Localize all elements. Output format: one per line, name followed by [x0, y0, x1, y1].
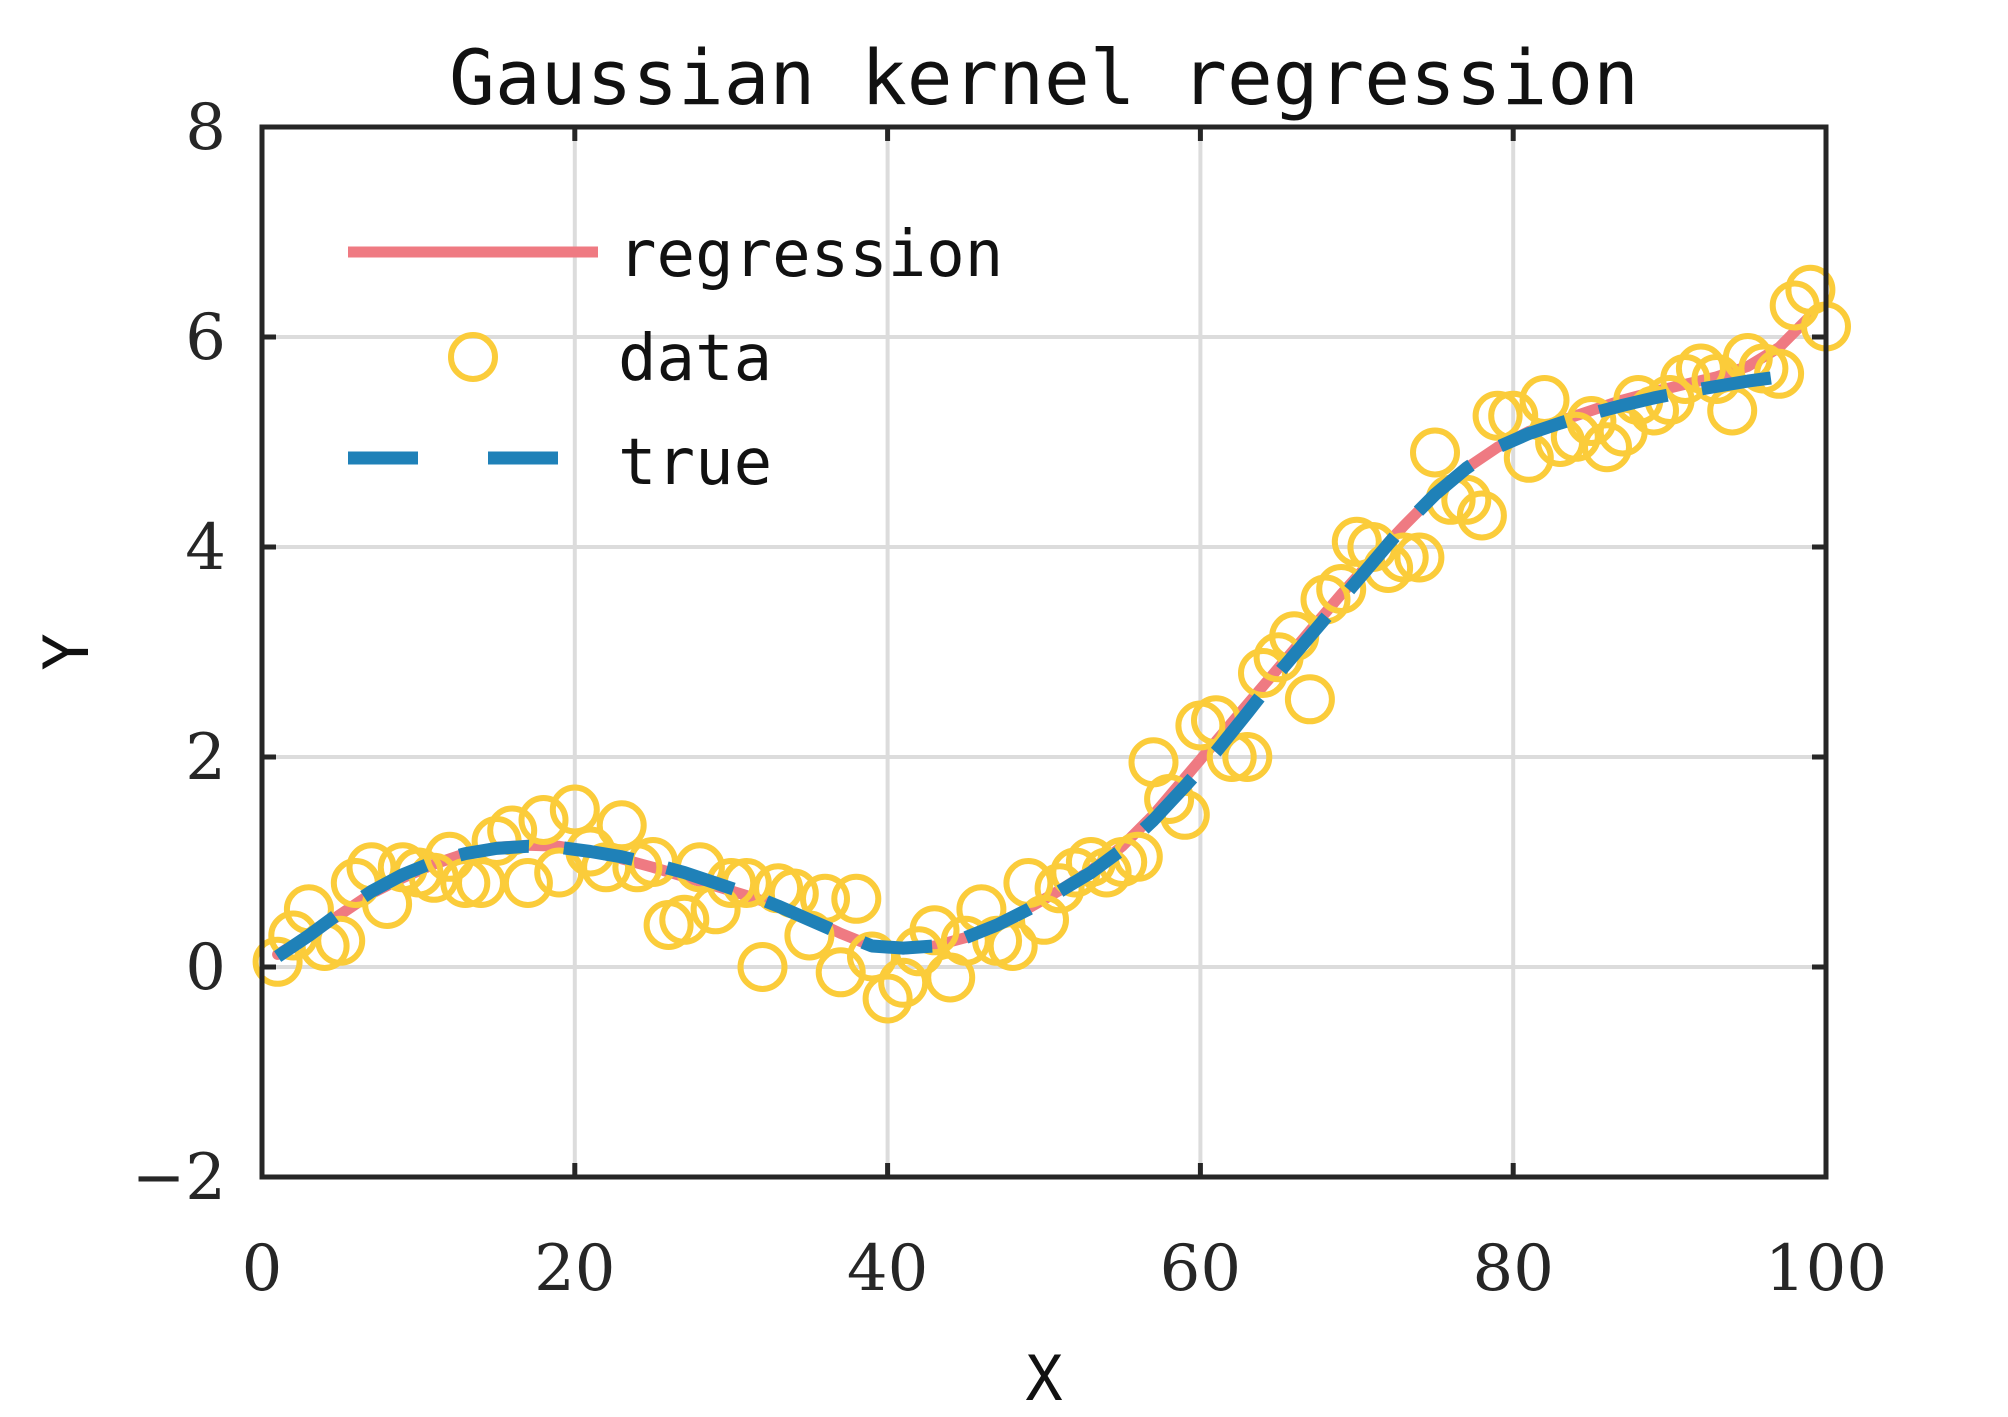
data-point [440, 858, 491, 908]
data-point [1472, 390, 1523, 441]
x-tick-label: 20 [534, 1232, 615, 1306]
legend-true-label: true [618, 426, 772, 500]
data-point [1284, 674, 1335, 725]
plot-frame [259, 124, 1829, 1180]
y-tick-label: 2 [185, 721, 226, 795]
data-point [252, 936, 303, 987]
ticks [262, 127, 1826, 1177]
plot-area [252, 124, 1851, 1180]
data-point [1316, 564, 1367, 614]
y-tick-label: 8 [185, 91, 226, 165]
data-point [549, 784, 600, 835]
data-point [1456, 490, 1507, 541]
x-tick-label: 100 [1765, 1232, 1887, 1306]
y-tick-label: 0 [185, 931, 226, 1005]
y-tick-label: 4 [185, 511, 226, 585]
plot-background [262, 127, 1826, 1177]
data-point [1582, 422, 1632, 473]
data-point [1441, 474, 1492, 525]
data-point [1034, 863, 1085, 914]
x-axis-label: X [1025, 1342, 1062, 1415]
data-point [659, 894, 710, 945]
data-point [1394, 532, 1445, 583]
data-point [1550, 411, 1601, 462]
data-point [737, 942, 788, 992]
series-layer [252, 264, 1851, 1024]
legend-regression-label: regression [618, 218, 1003, 292]
data-point [1566, 396, 1617, 446]
data-point [909, 905, 960, 956]
data-point [596, 800, 647, 851]
legend-data-swatch [448, 332, 498, 382]
x-tick-label: 0 [242, 1232, 283, 1306]
data-point [1410, 427, 1460, 478]
data-point [1222, 732, 1273, 782]
true-line [273, 370, 1780, 962]
data-point [831, 873, 882, 924]
data-point [581, 842, 632, 893]
data-point [1019, 894, 1069, 945]
data-point [518, 795, 569, 845]
legend-data-label: data [618, 322, 772, 396]
data-point [502, 858, 553, 908]
x-tick-label: 40 [847, 1232, 928, 1306]
y-tick-label: 6 [185, 301, 226, 375]
data-point [1144, 774, 1195, 824]
x-tick-label: 80 [1472, 1232, 1553, 1306]
data-point [940, 915, 991, 966]
data-point [878, 957, 929, 1008]
grid [262, 127, 1826, 1177]
data-point [862, 973, 913, 1024]
data-point [815, 947, 866, 998]
y-axis-label: Y [30, 633, 103, 670]
y-tick-label: −2 [132, 1141, 226, 1215]
legend: regression data true [348, 218, 1003, 500]
data-point [315, 915, 366, 966]
chart-title: Gaussian kernel regression [449, 33, 1639, 122]
x-tick-label: 60 [1160, 1232, 1241, 1306]
data-point [847, 931, 897, 982]
